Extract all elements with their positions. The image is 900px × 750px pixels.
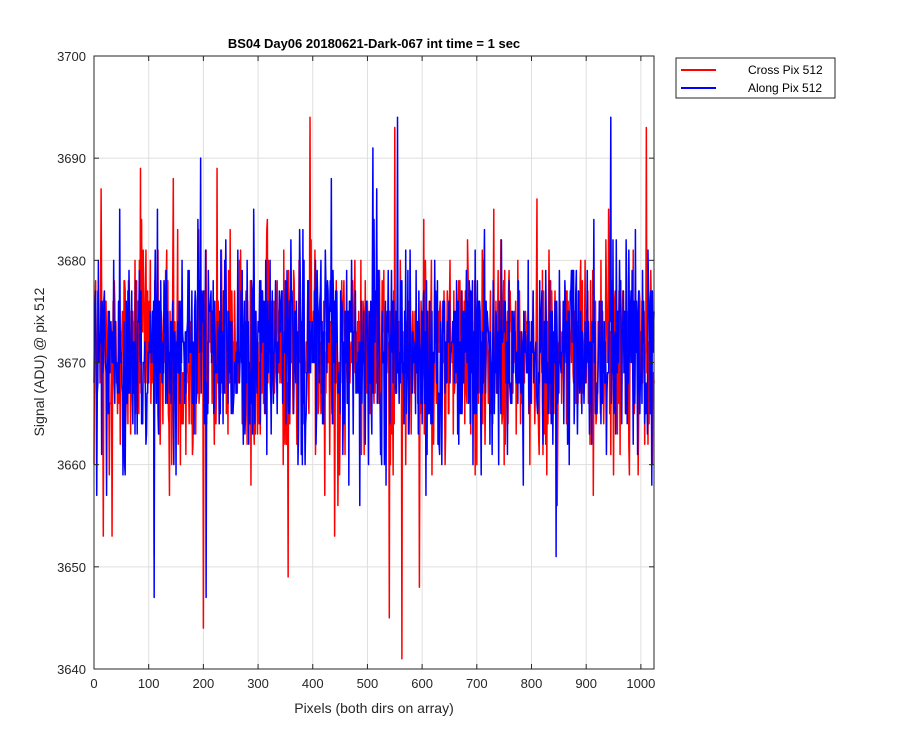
x-tick-label: 1000 — [626, 676, 655, 691]
y-tick-label: 3660 — [57, 458, 86, 473]
x-tick-label: 300 — [247, 676, 269, 691]
y-axis-label: Signal (ADU) @ pix 512 — [31, 287, 47, 436]
x-tick-label: 0 — [90, 676, 97, 691]
x-tick-label: 500 — [357, 676, 379, 691]
x-tick-label: 200 — [193, 676, 215, 691]
x-axis-label: Pixels (both dirs on array) — [294, 700, 454, 716]
x-tick-label: 600 — [411, 676, 433, 691]
y-tick-label: 3690 — [57, 151, 86, 166]
x-tick-label: 900 — [575, 676, 597, 691]
legend-label-cross: Cross Pix 512 — [748, 63, 823, 77]
x-tick-label: 400 — [302, 676, 324, 691]
y-tick-label: 3640 — [57, 662, 86, 677]
x-tick-label: 700 — [466, 676, 488, 691]
ticks: 0 100 200 300 400 500 600 700 800 900 1000 3640 3650… — [57, 49, 655, 691]
chart-title: BS04 Day06 20180621-Dark-067 int time = … — [228, 36, 520, 51]
legend-label-along: Along Pix 512 — [748, 81, 822, 95]
x-tick-label: 100 — [138, 676, 160, 691]
y-tick-label: 3680 — [57, 253, 86, 268]
y-tick-label: 3670 — [57, 356, 86, 371]
y-tick-label: 3650 — [57, 560, 86, 575]
legend: Cross Pix 512 Along Pix 512 — [675, 57, 836, 99]
legend-box — [675, 57, 836, 99]
series-layer — [93, 116, 655, 660]
x-tick-label: 800 — [521, 676, 543, 691]
y-tick-label: 3700 — [57, 49, 86, 64]
series-line-along — [93, 116, 655, 599]
